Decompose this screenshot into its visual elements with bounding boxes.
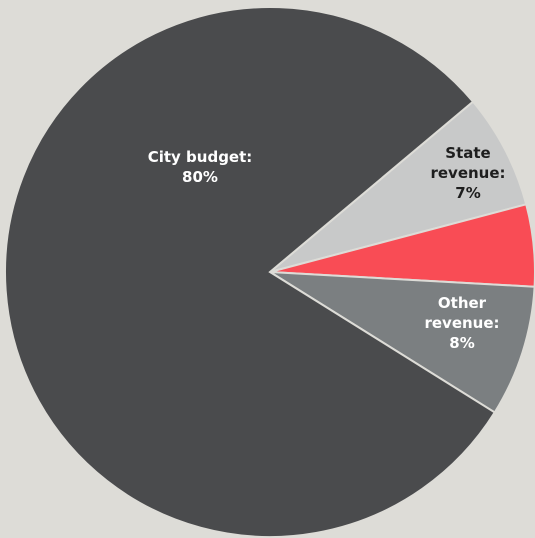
- value-label: 7%: [455, 184, 480, 202]
- label-line: revenue:: [424, 314, 499, 332]
- slice-label: Other revenue:: [424, 294, 499, 332]
- slice-label: State revenue:: [430, 144, 505, 182]
- pie-slice: [4, 6, 497, 538]
- label-line: State: [445, 144, 490, 162]
- label-line: City budget:: [148, 148, 253, 166]
- slice-label: City budget:: [148, 148, 253, 166]
- pie-slice: [269, 271, 535, 414]
- value-label: 8%: [449, 334, 474, 352]
- label-line: Other: [438, 294, 487, 312]
- value-label: 80%: [182, 168, 218, 186]
- label-line: revenue:: [430, 164, 505, 182]
- pie-slice: [269, 100, 528, 273]
